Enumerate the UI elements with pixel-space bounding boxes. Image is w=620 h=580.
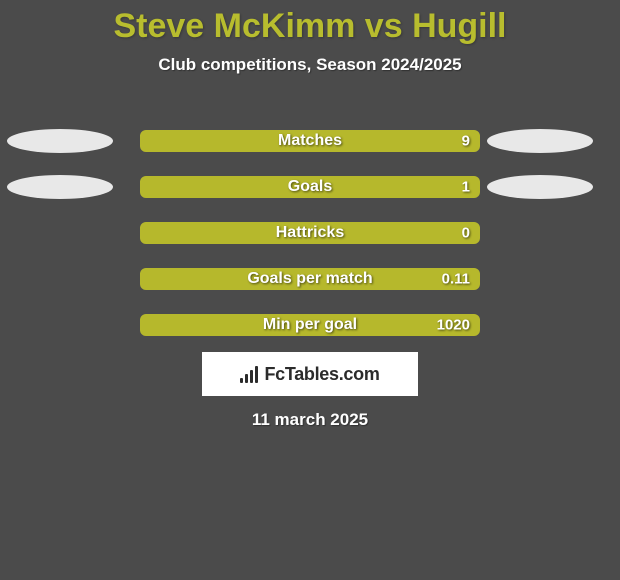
player-right-marker xyxy=(487,175,593,199)
page-title: Steve McKimm vs Hugill xyxy=(0,0,620,45)
page-subtitle: Club competitions, Season 2024/2025 xyxy=(0,55,620,75)
stat-row: Goals per match0.11 xyxy=(0,256,620,302)
stat-bar xyxy=(140,130,480,152)
player-left-marker xyxy=(7,175,113,199)
stat-bar xyxy=(140,268,480,290)
stat-bar xyxy=(140,314,480,336)
stat-row: Matches9 xyxy=(0,118,620,164)
stat-row: Goals1 xyxy=(0,164,620,210)
player-left-marker xyxy=(7,129,113,153)
stat-row: Hattricks0 xyxy=(0,210,620,256)
stat-row: Min per goal1020 xyxy=(0,302,620,348)
comparison-infographic: Steve McKimm vs Hugill Club competitions… xyxy=(0,0,620,580)
brand-badge: FcTables.com xyxy=(202,352,418,396)
date-label: 11 march 2025 xyxy=(0,410,620,430)
brand-name: FcTables.com xyxy=(264,364,379,385)
player-right-marker xyxy=(487,129,593,153)
stat-bar xyxy=(140,222,480,244)
stat-rows: Matches9Goals1Hattricks0Goals per match0… xyxy=(0,118,620,348)
stat-bar xyxy=(140,176,480,198)
brand-logo-icon xyxy=(240,365,258,383)
